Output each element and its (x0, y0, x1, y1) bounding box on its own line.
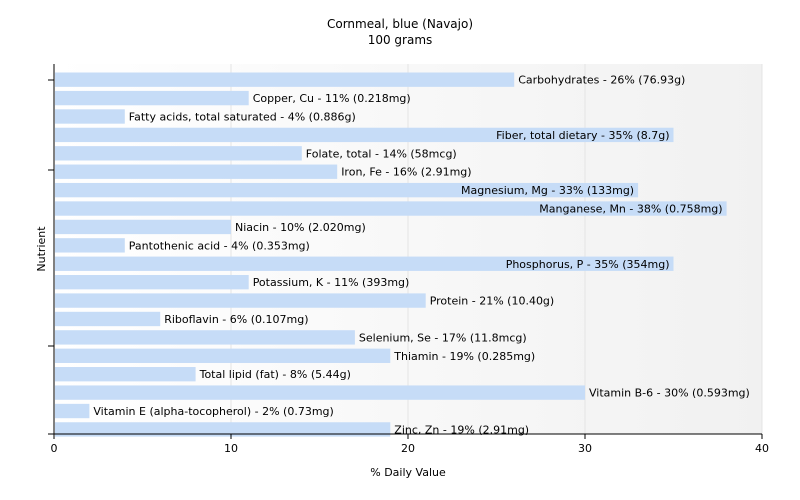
bar (55, 385, 585, 400)
bar-label: Magnesium, Mg - 33% (133mg) (461, 184, 634, 197)
bar-label: Carbohydrates - 26% (76.93g) (518, 74, 685, 87)
bar (55, 182, 639, 198)
bar (55, 164, 338, 179)
bar-label: Folate, total - 14% (58mcg) (306, 147, 457, 160)
bar (55, 403, 90, 419)
bar-label: Iron, Fe - 16% (2.91mg) (341, 166, 471, 179)
bar (55, 274, 249, 290)
bar-label: Niacin - 10% (2.020mg) (235, 221, 366, 234)
bar-labels: Carbohydrates - 26% (76.93g) Copper, Cu -… (93, 74, 749, 437)
bar (55, 146, 302, 161)
bar (55, 422, 391, 437)
bar (55, 256, 674, 271)
x-axis-label: % Daily Value (370, 466, 446, 479)
bar-label: Zinc, Zn - 19% (2.91mg) (394, 423, 529, 436)
bars (55, 72, 727, 437)
bar (55, 330, 355, 345)
bar-label: Thiamin - 19% (0.285mg) (393, 350, 535, 363)
bar (55, 311, 161, 327)
bar-label: Vitamin B-6 - 30% (0.593mg) (589, 387, 750, 400)
x-tick-label: 20 (401, 442, 415, 455)
bar-label: Riboflavin - 6% (0.107mg) (164, 313, 308, 326)
bar-label: Total lipid (fat) - 8% (5.44g) (199, 368, 351, 381)
bar (55, 238, 125, 253)
x-tick-label: 30 (578, 442, 592, 455)
bar-label: Pantothenic acid - 4% (0.353mg) (129, 239, 310, 252)
bar-label: Protein - 21% (10.40g) (430, 295, 555, 308)
axes: 0 10 20 30 40 (48, 64, 769, 455)
y-axis-label: Nutrient (35, 226, 48, 272)
grid-lines (230, 64, 763, 434)
bar (55, 348, 391, 363)
bar-label: Fiber, total dietary - 35% (8.7g) (496, 129, 669, 142)
bar-label: Copper, Cu - 11% (0.218mg) (253, 92, 411, 105)
bar (55, 109, 125, 124)
chart-title: Cornmeal, blue (Navajo) (327, 17, 473, 31)
bar-label: Manganese, Mn - 38% (0.758mg) (539, 203, 722, 216)
x-tick-label: 40 (755, 442, 769, 455)
x-tick-label: 10 (224, 442, 238, 455)
bar (55, 219, 231, 235)
bar-label: Selenium, Se - 17% (11.8mcg) (359, 331, 527, 344)
bar (55, 367, 196, 382)
bar-label: Vitamin E (alpha-tocopherol) - 2% (0.73m… (93, 405, 333, 418)
bar (55, 293, 426, 308)
bar (55, 127, 674, 143)
x-tick-label: 0 (51, 442, 58, 455)
bar-label: Potassium, K - 11% (393mg) (253, 276, 410, 289)
bar-label: Fatty acids, total saturated - 4% (0.886… (129, 110, 356, 123)
bar (55, 72, 515, 87)
bar-label: Phosphorus, P - 35% (354mg) (506, 258, 670, 271)
bar (55, 90, 249, 106)
chart-subtitle: 100 grams (368, 33, 433, 47)
bar (55, 201, 727, 216)
